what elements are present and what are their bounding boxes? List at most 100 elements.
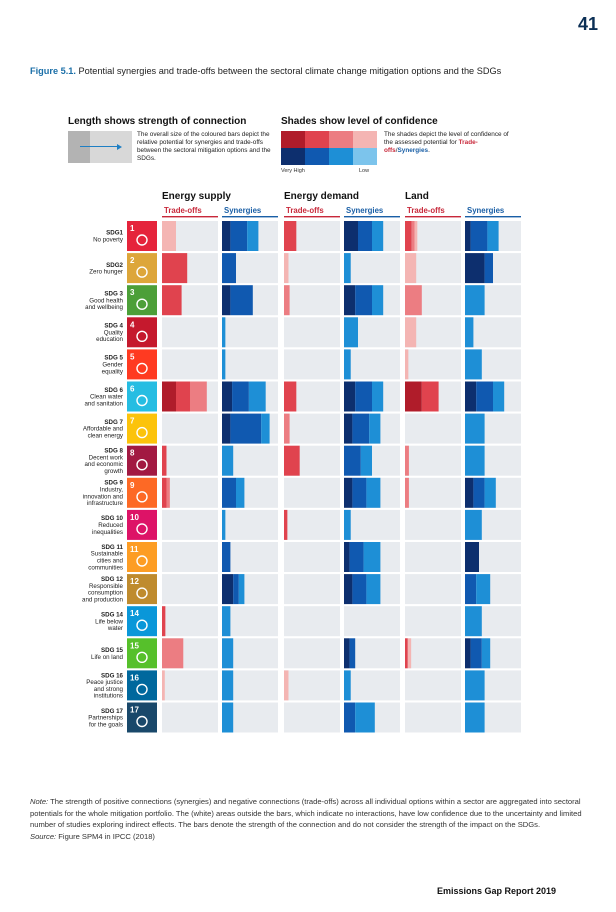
subheader-synergies: Synergies <box>467 206 505 215</box>
sdg-icon-glyph <box>136 234 148 246</box>
cell-background <box>162 349 218 380</box>
synergy-bar <box>493 381 505 412</box>
sdg-icon <box>127 574 157 605</box>
sdg-icon <box>127 285 157 316</box>
cell-background <box>405 349 461 380</box>
sdg-icon <box>127 445 157 476</box>
cell-background <box>344 670 400 701</box>
tradeoff-bar <box>162 381 176 412</box>
subheader-synergies: Synergies <box>224 206 262 215</box>
sdg-name-label: Responsible <box>89 583 124 590</box>
sdg-icon-glyph <box>136 394 148 407</box>
cell-background <box>162 606 218 637</box>
legend-low: Low <box>359 168 370 174</box>
sdg-name-label: cities and <box>97 558 124 565</box>
sdg-name-label: Clean water <box>90 394 123 401</box>
cell-background <box>405 445 461 476</box>
sdg-code-label: SDG 14 <box>101 612 124 619</box>
synergy-bar <box>355 381 372 412</box>
synergy-bar <box>476 574 491 605</box>
sdg-icon-glyph <box>136 266 148 278</box>
sdg-icon-glyph <box>136 459 148 471</box>
source-label: Source: <box>30 831 57 841</box>
sdg-icon-glyph <box>136 651 148 663</box>
sdg-name-label: Affordable and <box>83 426 124 433</box>
subheader-tradeoffs: Trade-offs <box>164 206 202 215</box>
synergy-bar <box>247 221 259 251</box>
sdg-icon-number: 8 <box>130 449 135 458</box>
sdg-icon-glyph <box>136 587 148 599</box>
synergy-bar <box>222 317 226 348</box>
subheader-tradeoffs: Trade-offs <box>286 206 324 215</box>
synergy-bar <box>355 285 372 316</box>
cell-background <box>405 413 461 444</box>
synergy-bar <box>233 574 239 605</box>
sdg-name-label: No poverty <box>93 237 124 244</box>
synergy-bar <box>484 253 493 284</box>
legend-blue-swatch <box>329 148 353 165</box>
cell-background <box>405 574 461 605</box>
sdg-icon-glyph <box>136 683 148 696</box>
tradeoff-bar <box>405 477 409 508</box>
source-text: Figure SPM4 in IPCC (2018) <box>58 831 155 841</box>
sdg-name-label: Zero hunger <box>89 269 123 276</box>
sdg-icon-glyph <box>136 715 148 728</box>
sdg-icon-number: 9 <box>130 481 135 490</box>
tradeoff-bar <box>405 221 412 251</box>
synergy-bar <box>344 285 356 316</box>
tradeoff-bar <box>162 221 176 251</box>
synergy-bar <box>465 221 471 251</box>
synergy-bar <box>222 702 234 733</box>
synergy-bar <box>222 221 231 251</box>
sdg-code-label: SDG1 <box>106 230 123 237</box>
subheader-synergies: Synergies <box>346 206 384 215</box>
sdg-name-label: Life on land <box>91 654 124 661</box>
sdg-icon-number: 16 <box>130 673 139 682</box>
sdg-name-label: and economic <box>84 461 123 468</box>
cell-background <box>162 445 218 476</box>
synergy-bar <box>222 413 231 444</box>
tradeoff-bar <box>405 253 417 284</box>
sdg-icon-glyph <box>136 491 148 503</box>
sdg-code-label: SDG 16 <box>101 672 124 679</box>
cell-background <box>284 253 340 284</box>
sdg-name-label: equality <box>102 368 124 375</box>
tradeoff-bar <box>405 349 409 380</box>
tradeoff-bar <box>405 638 408 669</box>
synergy-bar <box>222 253 236 284</box>
synergy-bar <box>222 285 231 316</box>
sector-header: Land <box>405 191 429 202</box>
synergy-bar <box>344 317 358 348</box>
sdg-icon-glyph <box>136 555 148 567</box>
tradeoff-bar <box>284 670 289 701</box>
synergy-bar <box>222 606 231 637</box>
figure-caption: Figure 5.1. Potential synergies and trad… <box>30 66 590 76</box>
tradeoff-bar <box>405 381 422 412</box>
sdg-icon-glyph <box>136 619 148 631</box>
synergy-bar <box>470 638 482 669</box>
synergy-bar <box>470 221 488 251</box>
tradeoff-bar <box>284 221 297 251</box>
sdg-icon-number: 10 <box>130 513 139 522</box>
sdg-icon-number: 6 <box>130 385 135 394</box>
sdg-name-label: education <box>96 336 123 343</box>
cell-background <box>162 670 218 701</box>
subheader-underline <box>222 216 278 218</box>
sdg-synergy-chart: Energy supply Energy demand Land Trade-offs… <box>82 191 521 733</box>
cell-background <box>405 670 461 701</box>
tradeoff-bar <box>284 445 300 476</box>
legend-length-swatch <box>68 131 132 163</box>
sdg-icon <box>127 542 157 572</box>
sdg-code-label: SDG 9 <box>104 480 123 487</box>
synergy-bar <box>344 670 351 701</box>
legend-shade-text-pre: The shades depict the level of confidenc… <box>384 131 509 146</box>
synergy-bar <box>363 542 381 572</box>
synergy-bar <box>344 445 361 476</box>
synergy-bar <box>358 221 372 251</box>
sdg-name-label: and sanitation <box>84 400 123 407</box>
synergy-bar <box>360 445 372 476</box>
tradeoff-bar <box>162 638 184 669</box>
legend-red-swatch <box>329 131 353 148</box>
cell-background <box>344 349 400 380</box>
synergy-bar <box>366 477 381 508</box>
